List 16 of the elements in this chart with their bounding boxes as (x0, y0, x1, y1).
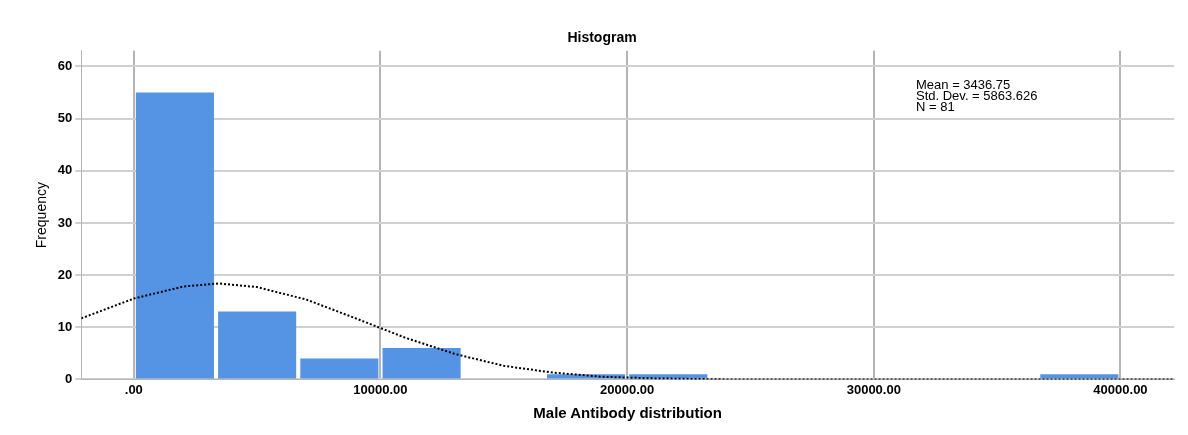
chart-title: Histogram (567, 29, 637, 46)
y-tick-label: 10 (57, 318, 73, 334)
y-tick-label: 40 (57, 162, 73, 178)
x-tick-label: 20000.00 (600, 381, 655, 397)
y-tick-label: 30 (57, 214, 73, 230)
y-tick-label: 0 (65, 370, 73, 386)
x-axis-title: Male Antibody distribution (533, 404, 722, 422)
x-tick-label: .00 (124, 381, 143, 397)
x-tick-label: 10000.00 (353, 381, 408, 397)
x-tick-label: 30000.00 (846, 381, 901, 397)
y-tick-label: 60 (57, 58, 73, 74)
y-tick-label: 20 (57, 266, 73, 282)
annotation: Mean = 3436.75 (916, 76, 1011, 92)
y-axis-title: Frequency (33, 182, 50, 249)
x-tick-label: 40000.00 (1093, 381, 1148, 397)
y-tick-label: 50 (57, 110, 73, 126)
